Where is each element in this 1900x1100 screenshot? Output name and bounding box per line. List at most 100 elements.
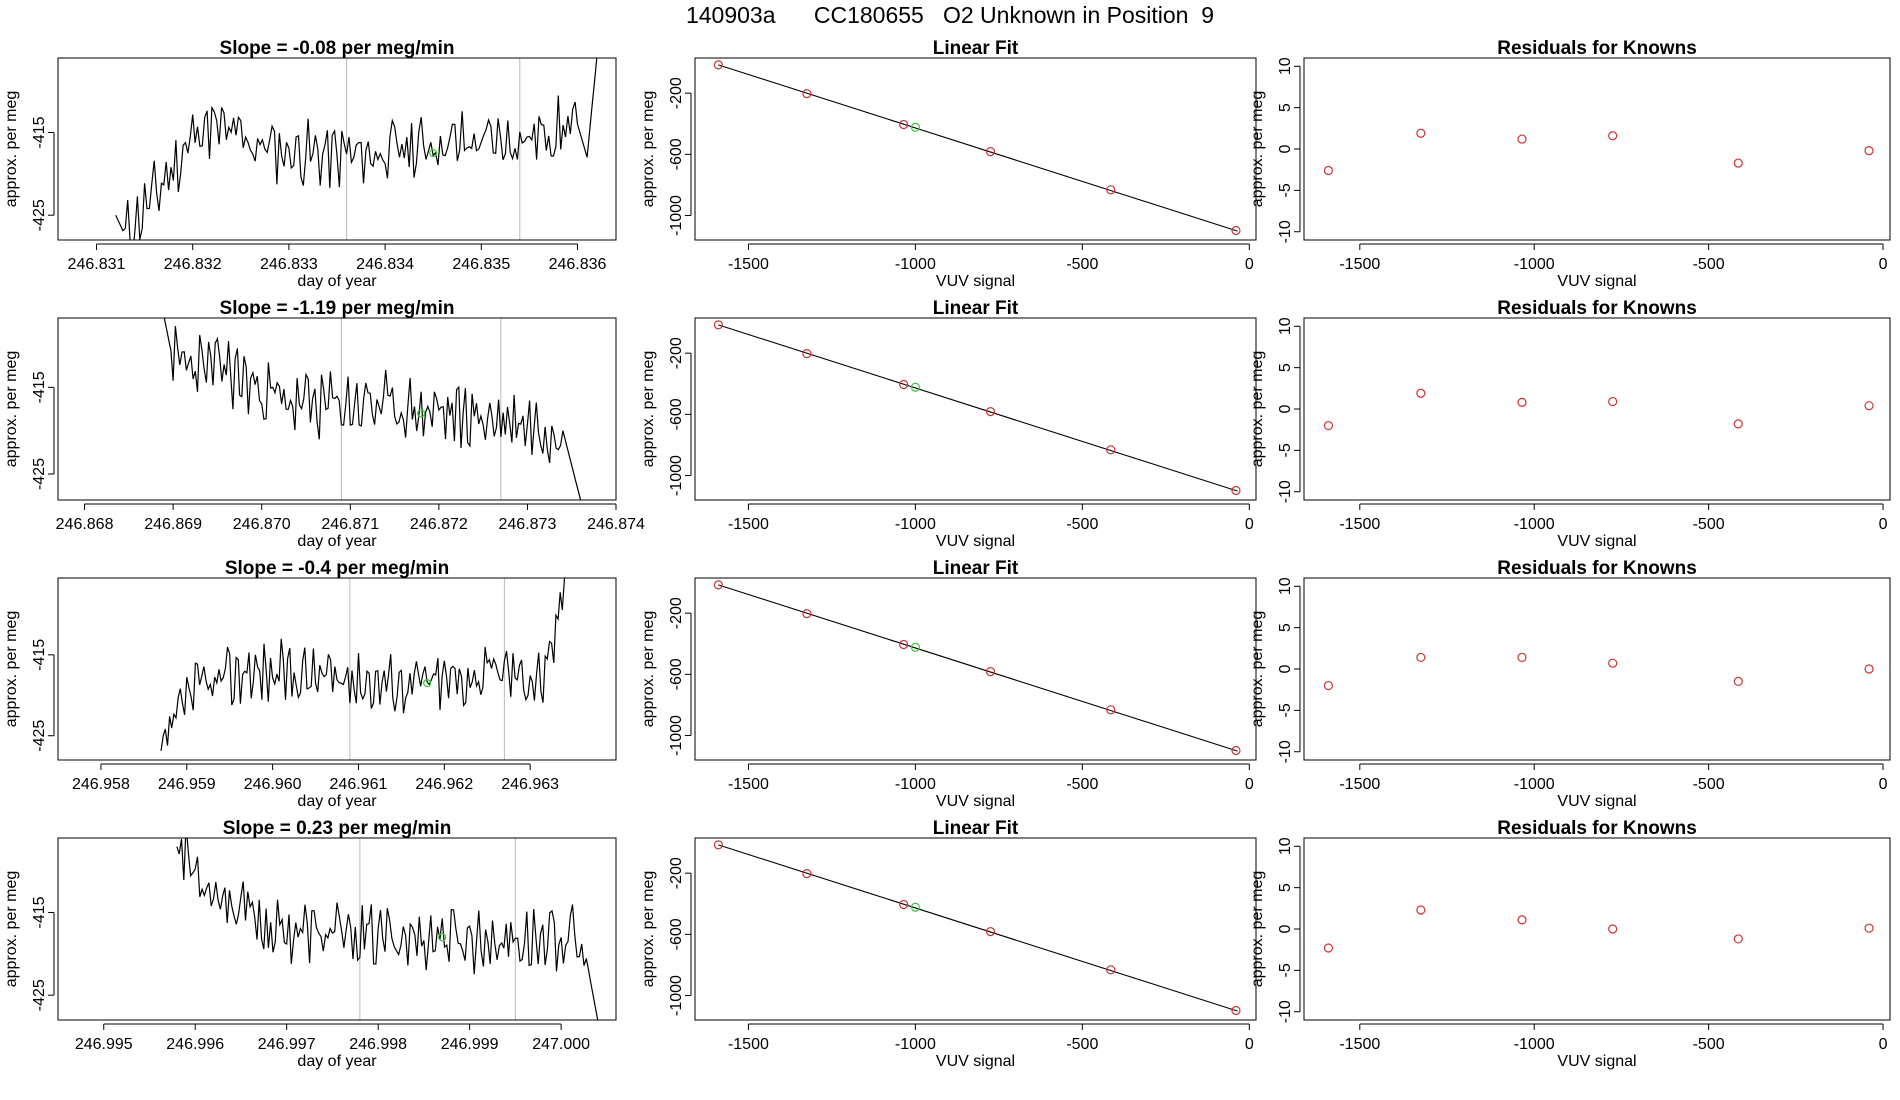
plot-area xyxy=(1323,388,1874,431)
residual-point xyxy=(1416,652,1426,663)
y-tick-label: 0 xyxy=(1277,924,1294,933)
panel-title: Linear Fit xyxy=(933,558,1019,579)
x-axis: 246.958 246.959 246.960 246.961 246.962 246.9… xyxy=(72,763,559,793)
unknown-point xyxy=(423,679,432,688)
residual-point xyxy=(1733,419,1743,429)
x-tick-label: 246.959 xyxy=(158,776,216,793)
plot-area xyxy=(176,838,599,1020)
y-tick-label: -415 xyxy=(31,116,48,148)
x-tick-label: 246.835 xyxy=(452,256,510,273)
y-axis: 10 5 0 -5 -10 xyxy=(1277,837,1301,1023)
x-tick-label: 0 xyxy=(1879,776,1888,793)
x-tick-label: -1500 xyxy=(1339,256,1380,273)
y-axis: -200 -600 -1000 xyxy=(668,77,692,236)
x-axis-label: day of year xyxy=(297,533,377,550)
x-tick-label: 246.999 xyxy=(441,1036,499,1053)
x-axis-label: VUV signal xyxy=(936,273,1015,290)
x-axis-label: VUV signal xyxy=(936,793,1015,810)
x-tick-label: -500 xyxy=(1693,256,1725,273)
plot-area xyxy=(713,320,1241,496)
y-axis: 10 5 0 -5 -10 xyxy=(1277,317,1301,503)
x-axis: -1500 -1000 -500 0 xyxy=(1339,763,1888,793)
panel-r4-c3: Residuals for Knowns -1500 -1000 -500 0 VUV s… xyxy=(1249,818,1891,1070)
panel-r3-c3: Residuals for Knowns -1500 -1000 -500 0 VUV s… xyxy=(1249,558,1891,810)
panel-r3-c1: Slope = -0.4 per meg/min 246.958 246.959 24… xyxy=(3,558,617,810)
y-tick-label: -600 xyxy=(668,398,685,430)
unknown-point xyxy=(417,409,426,418)
residual-point xyxy=(1416,388,1426,398)
x-tick-label: 246.833 xyxy=(260,256,318,273)
x-tick-label: -500 xyxy=(1066,776,1098,793)
residual-point xyxy=(1323,680,1334,691)
y-axis: -415 -425 xyxy=(31,116,55,231)
x-tick-label: 246.997 xyxy=(258,1036,316,1053)
unknown-point xyxy=(910,382,920,392)
residual-point xyxy=(1517,397,1527,407)
known-point xyxy=(1106,185,1116,195)
y-axis-label: approx. per meg xyxy=(640,871,657,988)
known-point xyxy=(1106,965,1116,975)
y-tick-label: -10 xyxy=(1277,740,1294,763)
signal-trace xyxy=(163,318,582,500)
x-tick-label: -1000 xyxy=(895,256,936,273)
panel-title: Linear Fit xyxy=(933,298,1019,319)
y-tick-label: -600 xyxy=(668,658,685,690)
x-tick-label: 246.962 xyxy=(415,776,473,793)
x-tick-label: -1500 xyxy=(728,516,769,533)
x-tick-label: -500 xyxy=(1066,1036,1098,1053)
x-tick-label: 246.873 xyxy=(499,516,557,533)
unknown-point xyxy=(438,933,447,942)
y-tick-label: 10 xyxy=(1277,577,1294,595)
x-tick-label: -1000 xyxy=(1514,1036,1555,1053)
y-axis-label: approx. per meg xyxy=(1249,611,1266,728)
y-axis: -415 -425 xyxy=(31,371,55,490)
y-axis-label: approx. per meg xyxy=(3,91,20,208)
residual-point xyxy=(1416,128,1426,138)
fit-line xyxy=(718,584,1238,752)
residual-point xyxy=(1864,664,1874,674)
unknown-point xyxy=(429,149,438,158)
known-point xyxy=(1106,445,1116,455)
x-tick-label: -1500 xyxy=(1339,776,1380,793)
known-point xyxy=(985,147,996,157)
panel-title: Slope = -0.4 per meg/min xyxy=(225,558,449,579)
y-tick-label: -5 xyxy=(1277,703,1294,717)
x-tick-label: -500 xyxy=(1693,516,1725,533)
x-tick-label: -1000 xyxy=(895,776,936,793)
known-point xyxy=(899,119,909,130)
y-tick-label: -425 xyxy=(31,199,48,231)
known-point xyxy=(985,407,996,417)
y-tick-label: 5 xyxy=(1277,103,1294,112)
residual-point xyxy=(1517,652,1527,663)
plot-frame xyxy=(57,577,617,761)
known-point xyxy=(1231,1005,1241,1016)
x-axis-label: VUV signal xyxy=(1557,1053,1636,1070)
residual-point xyxy=(1416,905,1426,915)
known-point xyxy=(985,926,996,937)
y-axis-label: approx. per meg xyxy=(640,91,657,208)
y-tick-label: -10 xyxy=(1277,220,1294,243)
y-axis: 10 5 0 -5 -10 xyxy=(1277,577,1301,763)
y-axis-label: approx. per meg xyxy=(640,351,657,468)
x-axis: -1500 -1000 -500 0 xyxy=(1339,1023,1888,1053)
x-tick-label: 246.870 xyxy=(233,516,291,533)
x-axis-label: day of year xyxy=(297,273,377,290)
x-tick-label: -1000 xyxy=(1514,516,1555,533)
x-tick-label: 0 xyxy=(1245,776,1254,793)
y-tick-label: 10 xyxy=(1277,57,1294,75)
residual-point xyxy=(1517,134,1527,144)
y-axis: -415 -425 xyxy=(31,639,55,752)
x-tick-label: 246.868 xyxy=(56,516,114,533)
y-axis-label: approx. per meg xyxy=(3,351,20,468)
panel-title: Residuals for Knowns xyxy=(1497,818,1697,839)
plot-frame xyxy=(57,837,617,1021)
x-tick-label: -1000 xyxy=(895,516,936,533)
y-tick-label: -5 xyxy=(1277,443,1294,457)
plot-frame xyxy=(1303,577,1891,761)
y-tick-label: 0 xyxy=(1277,144,1294,153)
plot-frame xyxy=(694,57,1257,241)
x-tick-label: 246.963 xyxy=(501,776,559,793)
y-tick-label: 5 xyxy=(1277,623,1294,632)
